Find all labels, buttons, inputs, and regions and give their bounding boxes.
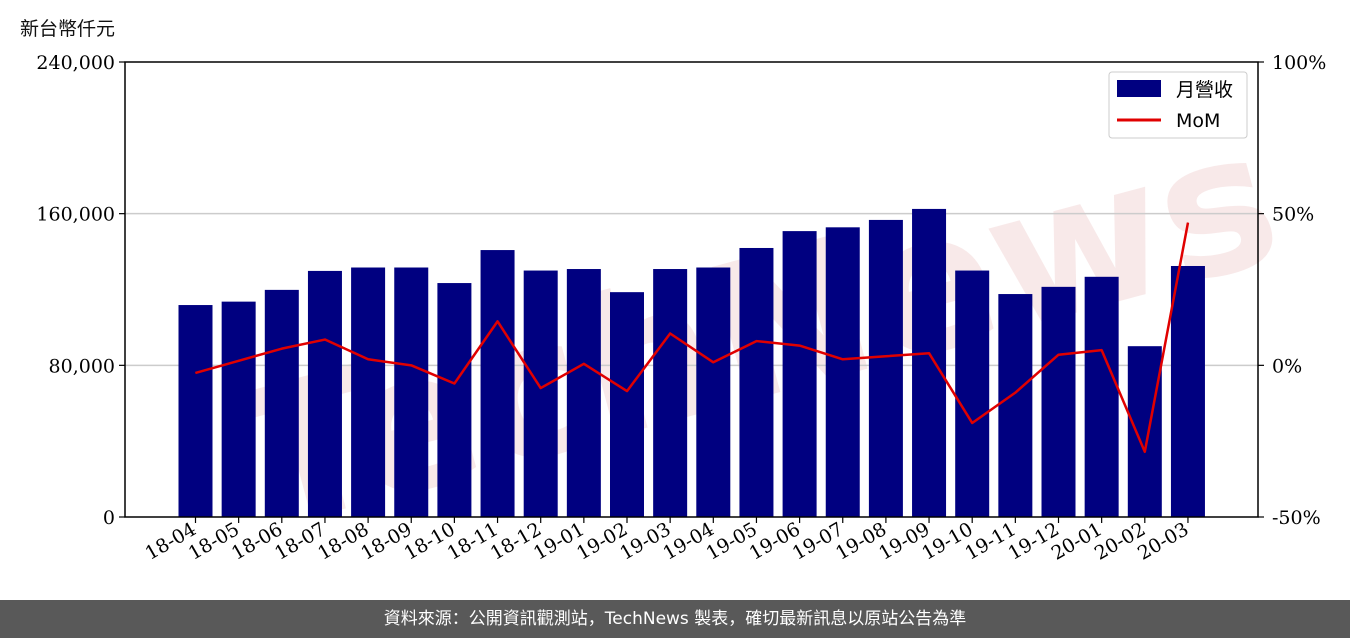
bar bbox=[782, 231, 817, 517]
legend-swatch-bar bbox=[1117, 80, 1161, 97]
bar bbox=[739, 247, 774, 517]
mom-point bbox=[410, 364, 412, 366]
mom-point bbox=[1187, 222, 1189, 224]
mom-point bbox=[712, 361, 714, 363]
mom-point bbox=[1144, 451, 1146, 453]
mom-point bbox=[1014, 392, 1016, 394]
bar bbox=[825, 227, 860, 518]
bar bbox=[394, 267, 429, 517]
legend-label-line: MoM bbox=[1176, 110, 1220, 132]
bar bbox=[653, 269, 688, 517]
mom-point bbox=[583, 363, 585, 365]
plot-frame bbox=[124, 61, 1259, 518]
x-tick-label: 20-03 bbox=[1134, 518, 1192, 564]
bar bbox=[437, 283, 472, 517]
bar bbox=[868, 219, 903, 517]
mom-point bbox=[971, 422, 973, 424]
unit-label: 新台幣仟元 bbox=[20, 18, 116, 40]
bar bbox=[1041, 286, 1076, 517]
mom-point bbox=[1101, 349, 1103, 351]
mom-point bbox=[281, 348, 283, 350]
bar bbox=[480, 250, 515, 518]
y2-tick-label: 100% bbox=[1272, 52, 1326, 74]
bar bbox=[696, 267, 731, 517]
bar bbox=[221, 301, 256, 517]
mom-point bbox=[497, 320, 499, 322]
bar bbox=[1084, 276, 1119, 517]
mom-point bbox=[238, 360, 240, 362]
mom-point bbox=[799, 345, 801, 347]
y2-tick-label: 0% bbox=[1272, 355, 1302, 377]
line-series bbox=[195, 222, 1190, 454]
y-tick-label: 160,000 bbox=[36, 204, 115, 226]
mom-point bbox=[842, 358, 844, 360]
bar-series bbox=[178, 208, 1205, 518]
mom-line bbox=[195, 222, 1190, 454]
mom-point bbox=[195, 372, 196, 374]
bar bbox=[264, 289, 299, 517]
mom-point bbox=[755, 340, 757, 342]
y2-tick-label: 50% bbox=[1272, 204, 1314, 226]
bar bbox=[912, 208, 947, 518]
bar bbox=[178, 305, 213, 517]
bar bbox=[1127, 346, 1162, 517]
bar bbox=[351, 267, 386, 517]
y2-tick-label: -50% bbox=[1272, 507, 1321, 529]
y-tick-label: 240,000 bbox=[36, 52, 115, 74]
mom-point bbox=[540, 387, 542, 389]
bar bbox=[1170, 265, 1205, 517]
bar bbox=[955, 270, 990, 517]
mom-point bbox=[367, 358, 369, 360]
mom-point bbox=[626, 390, 628, 392]
y-axis-right: -50% 0% 50% 100% bbox=[1258, 52, 1326, 529]
mom-point bbox=[1058, 354, 1059, 356]
mom-point bbox=[453, 383, 455, 385]
bar bbox=[307, 270, 342, 517]
y-axis-left: 0 80,000 160,000 240,000 bbox=[36, 52, 125, 529]
y-tick-label: 0 bbox=[103, 507, 115, 529]
mom-point bbox=[928, 352, 930, 354]
mom-point bbox=[669, 332, 671, 334]
mom-point bbox=[324, 339, 326, 341]
source-footer: 資料來源：公開資訊觀測站，TechNews 製表，確切最新訊息以原站公告為準 bbox=[0, 600, 1350, 638]
legend: 月營收 MoM bbox=[1108, 71, 1248, 139]
bar bbox=[610, 292, 644, 517]
legend-label-bar: 月營收 bbox=[1176, 79, 1233, 101]
bar bbox=[566, 269, 601, 517]
bar bbox=[998, 294, 1033, 517]
mom-point bbox=[885, 355, 887, 357]
y-tick-label: 80,000 bbox=[49, 355, 115, 377]
bar bbox=[523, 270, 558, 517]
